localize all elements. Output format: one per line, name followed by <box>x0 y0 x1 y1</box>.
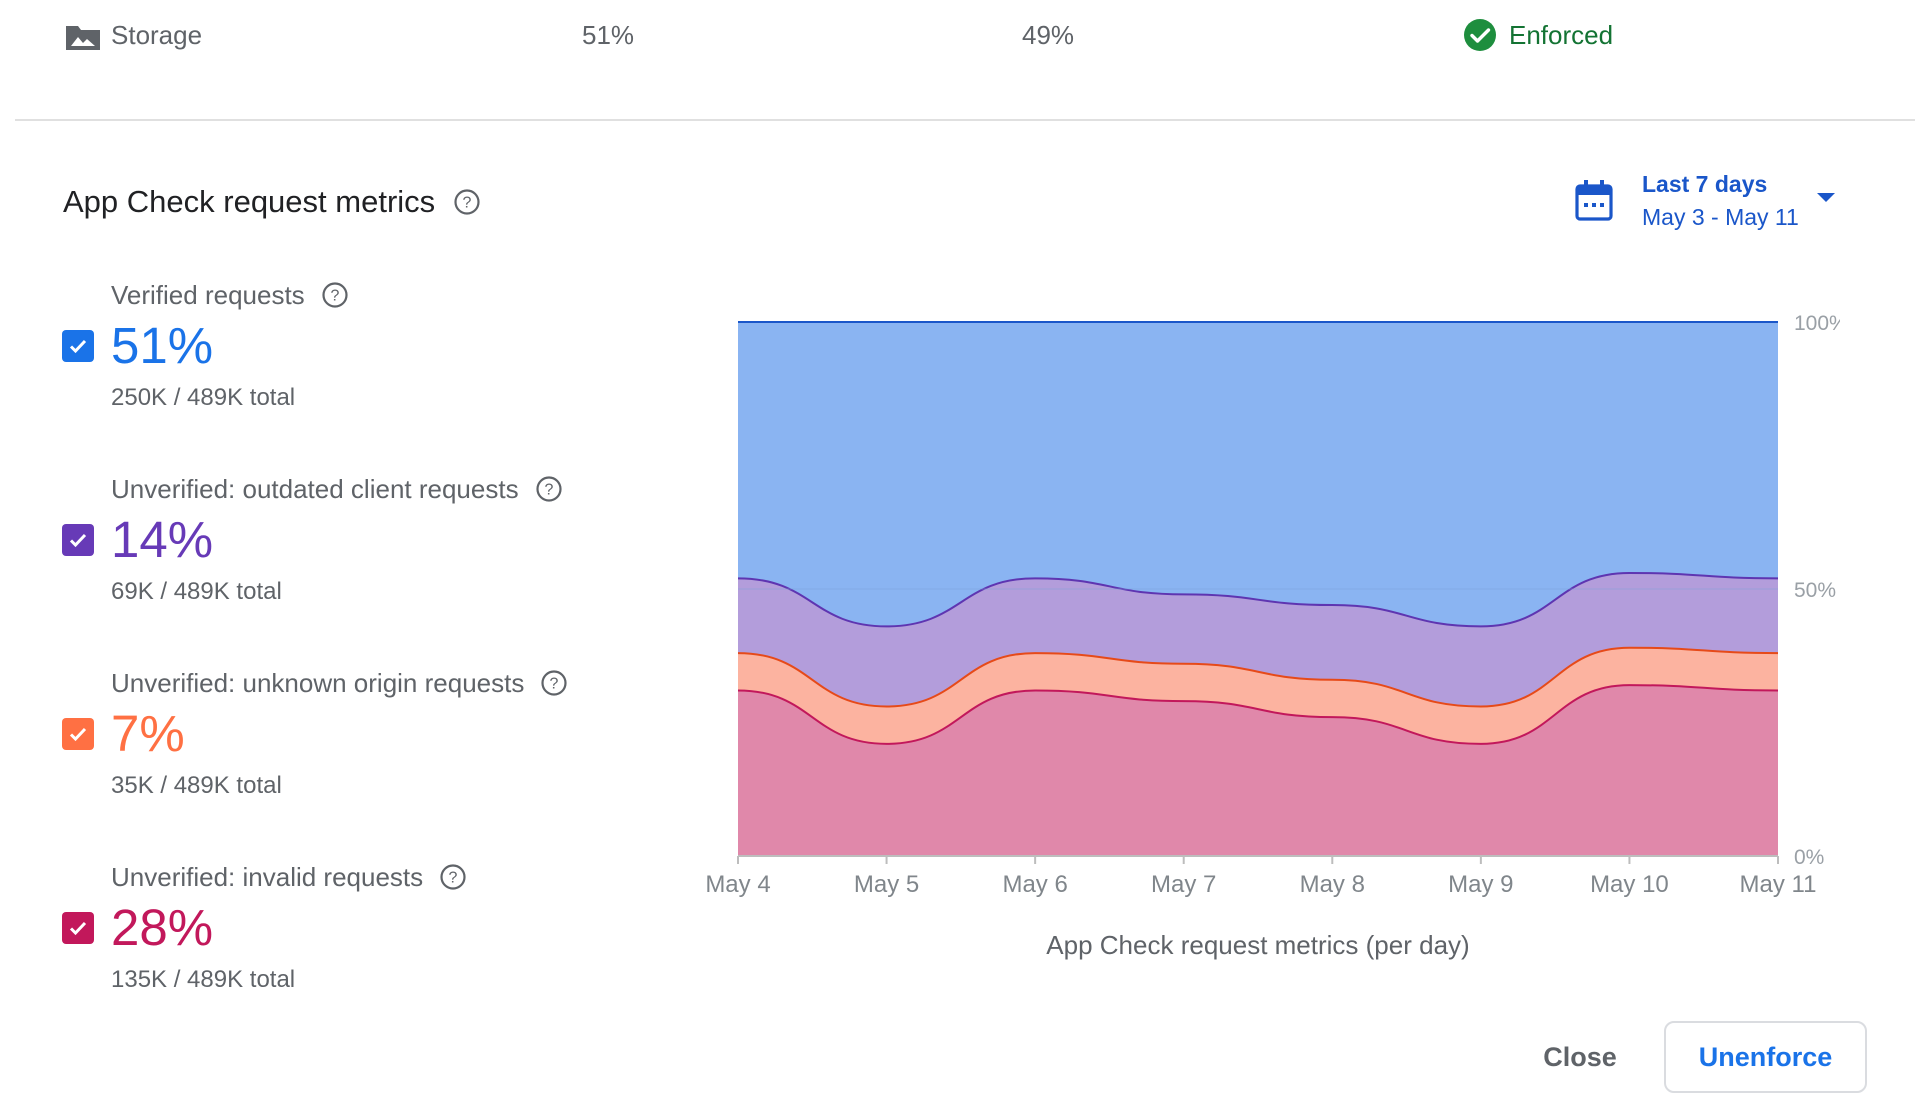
metric-unknown-origin: Unverified: unknown origin requests ? 7%… <box>62 666 682 800</box>
metric-label: Unverified: unknown origin requests <box>111 667 525 698</box>
metric-value: 51% <box>111 317 214 374</box>
series-line <box>737 571 1779 628</box>
verified-percent: 51% <box>582 20 635 50</box>
checkmark-icon <box>69 533 87 548</box>
metric-total: 250K / 489K total <box>111 384 296 411</box>
section-header: App Check request metrics ? <box>63 184 481 220</box>
help-icon[interactable]: ? <box>321 281 349 309</box>
x-tick-label: May 9 <box>1448 871 1513 898</box>
x-axis-title: App Check request metrics (per day) <box>1046 930 1469 960</box>
svg-text:?: ? <box>550 676 559 693</box>
series-line <box>737 684 1779 745</box>
date-range-value: May 3 - May 11 <box>1642 204 1799 230</box>
status-badge: Enforced <box>1463 18 1613 52</box>
y-tick-label: 0% <box>1794 846 1824 869</box>
date-range-picker[interactable]: Last 7 days May 3 - May 11 <box>1574 168 1835 234</box>
svg-text:?: ? <box>463 195 472 212</box>
calendar-icon <box>1575 180 1613 221</box>
svg-text:?: ? <box>544 482 553 499</box>
metric-value: 7% <box>111 705 185 762</box>
x-tick-label: May 10 <box>1590 871 1669 898</box>
chevron-down-icon <box>1816 192 1835 202</box>
x-tick-label: May 11 <box>1740 871 1817 898</box>
close-button[interactable]: Close <box>1510 1022 1650 1092</box>
date-range-label: Last 7 days <box>1642 171 1768 197</box>
metric-checkbox[interactable] <box>62 524 94 556</box>
metric-label: Unverified: invalid requests <box>111 861 424 892</box>
help-icon[interactable]: ? <box>453 188 481 216</box>
metric-checkbox[interactable] <box>62 912 94 944</box>
checkmark-icon <box>69 727 87 742</box>
metric-checkbox[interactable] <box>62 718 94 750</box>
section-title: App Check request metrics <box>63 184 436 219</box>
metric-label: Verified requests <box>111 279 305 310</box>
metric-value: 28% <box>111 899 214 956</box>
divider <box>15 119 1915 121</box>
status-text: Enforced <box>1509 19 1614 50</box>
metric-total: 135K / 489K total <box>111 966 296 993</box>
help-icon[interactable]: ? <box>439 863 467 891</box>
metric-total: 35K / 489K total <box>111 772 282 799</box>
checkmark-icon <box>69 921 87 936</box>
area-unknown-origin <box>738 647 1778 744</box>
check-circle-icon <box>1464 19 1496 51</box>
area-verified <box>738 322 1778 627</box>
y-tick-label: 50% <box>1794 579 1836 602</box>
storage-icon <box>66 26 100 50</box>
unenforce-button[interactable]: Unenforce <box>1664 1021 1867 1093</box>
x-tick-label: May 8 <box>1300 871 1365 898</box>
x-tick-label: May 7 <box>1151 871 1216 898</box>
y-tick-label: 100% <box>1794 312 1840 335</box>
area-outdated-client <box>738 572 1778 707</box>
svg-text:?: ? <box>449 870 458 887</box>
svg-text:?: ? <box>330 288 339 305</box>
area-invalid <box>738 685 1778 856</box>
metric-verified: Verified requests ? 51% 250K / 489K tota… <box>62 278 682 412</box>
metric-checkbox[interactable] <box>62 330 94 362</box>
service-name: Storage <box>111 20 203 50</box>
x-tick-label: May 4 <box>705 871 770 898</box>
metric-outdated-client: Unverified: outdated client requests ? 1… <box>62 472 682 606</box>
metric-label: Unverified: outdated client requests <box>111 473 519 504</box>
stacked-area-chart: May 4 May 5 May 6 May 7 May 8 May 9 May 10 May … <box>705 312 1840 960</box>
metric-value: 14% <box>111 511 214 568</box>
help-icon[interactable]: ? <box>535 475 563 503</box>
x-tick-label: May 5 <box>854 871 919 898</box>
series-line <box>737 646 1779 708</box>
checkmark-icon <box>69 339 87 354</box>
unverified-percent: 49% <box>1022 20 1075 50</box>
x-tick-label: May 6 <box>1002 871 1067 898</box>
help-icon[interactable]: ? <box>540 669 568 697</box>
metric-total: 69K / 489K total <box>111 578 282 605</box>
metric-invalid: Unverified: invalid requests ? 28% 135K … <box>62 860 682 994</box>
